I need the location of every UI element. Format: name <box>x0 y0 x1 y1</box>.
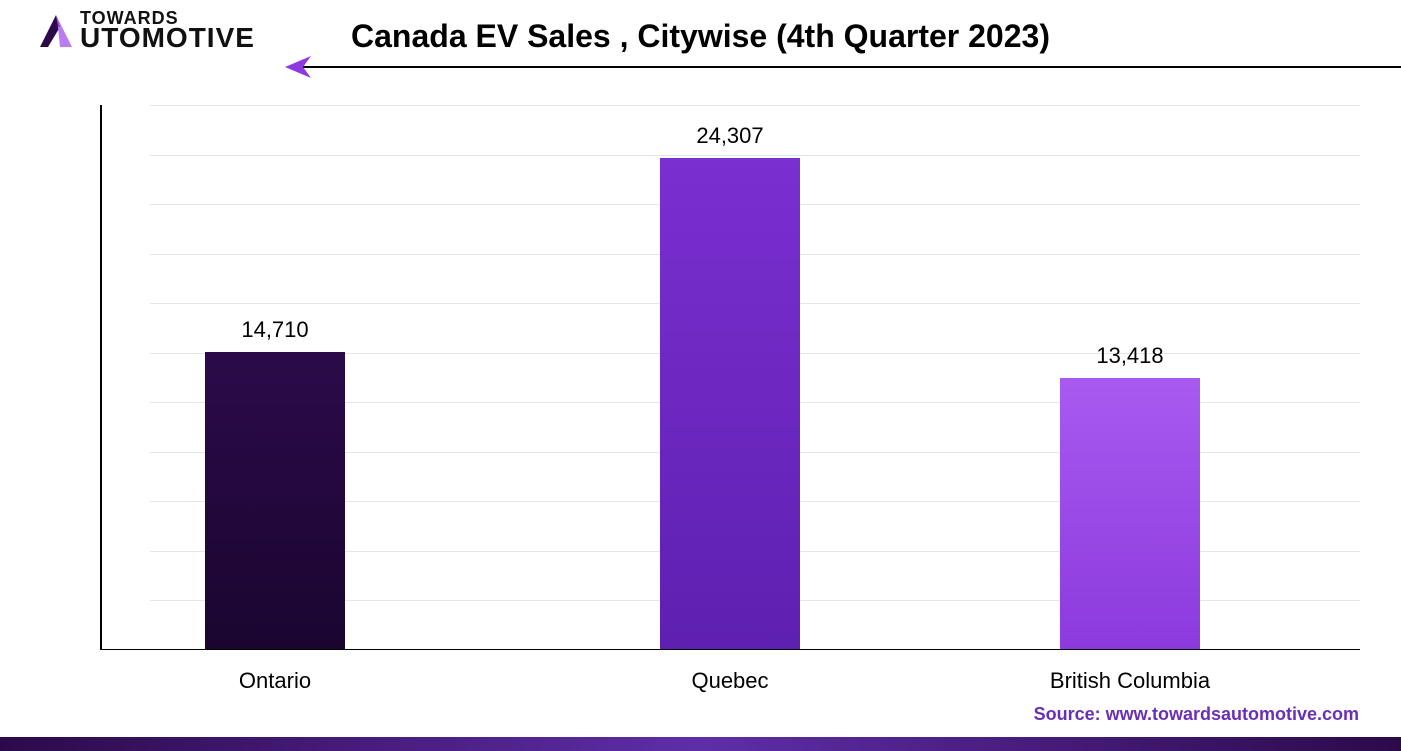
bar-value-label: 24,307 <box>630 123 830 149</box>
category-label: British Columbia <box>980 668 1280 694</box>
grid-line <box>150 105 1360 106</box>
page: TOWARDS UTOMOTIVE Canada EV Sales , City… <box>0 0 1401 751</box>
bar-value-label: 13,418 <box>1030 343 1230 369</box>
title-underline <box>300 66 1401 68</box>
arrow-left-icon <box>285 56 311 83</box>
bar-ontario <box>205 352 345 649</box>
grid-line <box>150 155 1360 156</box>
chart-title: Canada EV Sales , Citywise (4th Quarter … <box>0 18 1401 55</box>
category-label: Ontario <box>125 668 425 694</box>
x-axis-line <box>100 649 1360 651</box>
bar-value-label: 14,710 <box>175 317 375 343</box>
chart-plot-area: 14,710Ontario24,307Quebec13,418British C… <box>100 105 1360 650</box>
bar-quebec <box>660 158 800 649</box>
source-text: Source: www.towardsautomotive.com <box>1034 704 1359 725</box>
bottom-strip <box>0 737 1401 751</box>
bar-british-columbia <box>1060 378 1200 649</box>
category-label: Quebec <box>580 668 880 694</box>
y-axis-line <box>100 105 102 650</box>
